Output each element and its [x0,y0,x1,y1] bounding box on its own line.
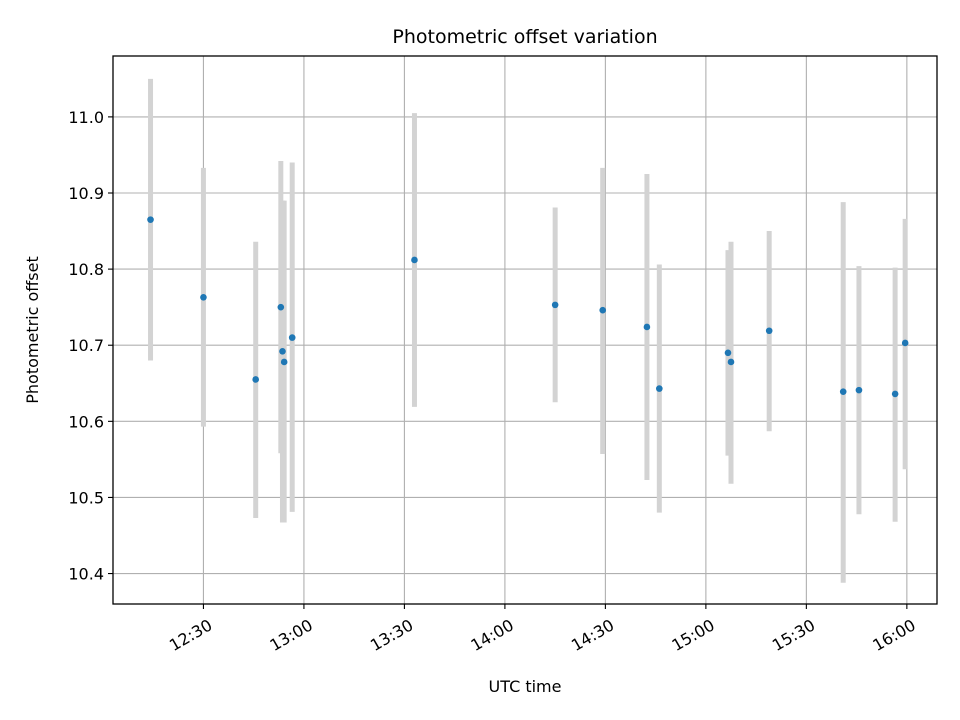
data-point [765,327,773,335]
y-tick-label: 10.9 [68,184,104,203]
x-axis-label: UTC time [489,677,562,696]
data-point [279,348,286,355]
grid-lines [113,56,937,604]
data-point [288,334,296,341]
plot-frame [112,55,938,605]
data-point [839,388,847,395]
data-point [855,386,863,394]
data-point [643,323,651,331]
data-point [280,358,288,366]
y-tick-label: 10.6 [68,412,104,431]
y-tick-label: 10.7 [68,336,104,355]
data-point [147,216,154,223]
y-tick-label: 10.4 [68,565,104,584]
y-axis-ticks: 10.4 10.5 10.6 10.7 10.8 10.9 11.0 [68,108,113,584]
data-point [277,303,285,311]
y-tick-label: 10.8 [68,260,104,279]
data-point [727,358,735,366]
y-axis-label: Photometric offset [23,256,42,404]
data-point [724,349,732,357]
data-point [252,376,259,383]
data-point [599,306,607,314]
data-points [147,216,909,398]
y-tick-label: 11.0 [68,108,104,127]
chart-title: Photometric offset variation [392,26,657,48]
data-point [200,293,207,301]
data-point [901,339,909,347]
data-point [551,301,559,309]
y-tick-label: 10.5 [68,488,104,507]
data-point [891,390,899,398]
data-point [656,385,663,392]
data-point [411,256,418,264]
